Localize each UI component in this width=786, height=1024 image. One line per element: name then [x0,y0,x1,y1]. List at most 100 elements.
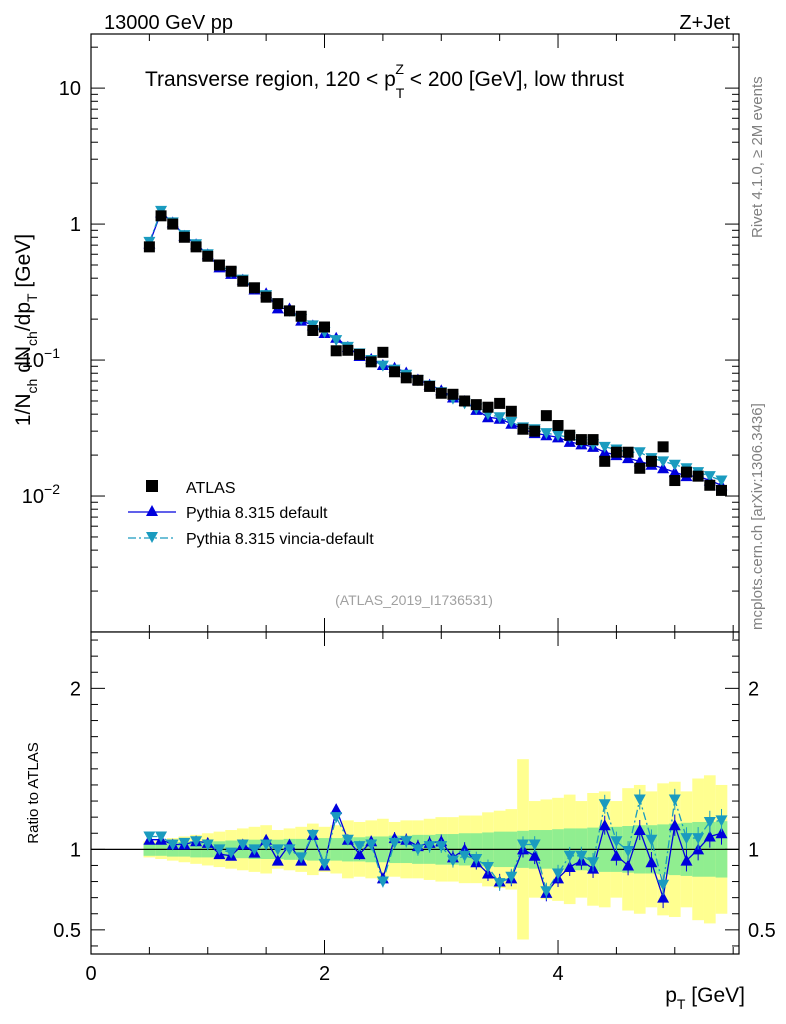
title-post: < 200 [GeV], low thrust [404,68,624,91]
ratio-y-tick-label-right: 1 [748,839,759,861]
y-tick-exponent: −1 [44,345,60,361]
ratio-vincia-point [225,847,238,859]
ratio-vincia-point [283,844,296,856]
main-series-layer [143,205,728,496]
x-tick-label: 0 [85,963,96,985]
ratio-vincia-point [517,839,529,851]
vincia-point [505,417,518,429]
atlas-point [505,405,517,417]
atlas-point [213,259,225,271]
atlas-point [494,397,506,409]
ratio-default-point [703,830,716,842]
vincia-point [633,447,646,459]
ratio-default-point [271,854,284,866]
atlas-point [634,462,646,474]
title-sub: T [396,85,405,101]
atlas-point [389,366,401,378]
ratio-vincia-point [376,876,389,888]
ratio-vincia-point [552,868,565,880]
vincia-point [493,412,506,424]
atlas-point [167,218,179,230]
ylabel-b: dN [12,346,35,379]
atlas-point [715,484,727,496]
ratio-vincia-point [260,839,273,851]
ratio-vincia-point [575,850,588,862]
ratio-y-axis-label: Ratio to ATLAS [25,742,42,843]
legend-atlas-marker [146,480,158,492]
atlas-point [248,282,260,294]
mcplots-label: mcplots.cern.ch [arXiv:1306.3436] [749,403,766,630]
ratio-default-point [563,861,576,873]
atlas-point [599,455,611,467]
atlas-point [295,310,307,322]
ratio-y-tick-label-right: 0.5 [748,920,776,942]
xlabel-a-sub: T [677,996,686,1012]
ratio-default-point [598,819,611,831]
legend-atlas-label: ATLAS [186,480,236,497]
rivet-version-label: Rivet 4.1.0, ≥ 2M events [749,76,766,238]
legend-vincia-marker [146,532,158,543]
ratio-default-point [330,803,343,815]
ratio-vincia-point [668,794,681,806]
atlas-point [447,388,459,400]
ylabel-b-sub: ch [24,331,40,346]
process-label: Z+Jet [679,12,730,34]
ratio-vincia-point [190,836,203,848]
atlas-point [155,210,167,222]
vincia-point [330,335,343,347]
ratio-vincia-point [680,833,693,845]
atlas-point [657,441,669,453]
ratio-vincia-point [213,844,226,856]
ratio-vincia-point [493,878,506,890]
plot-title: Transverse region, 120 < pTZ < 200 [GeV]… [145,61,624,101]
analysis-watermark: (ATLAS_2019_I1736531) [335,592,493,608]
ratio-vincia-point [703,816,716,828]
ylabel-d: [GeV] [12,234,35,294]
atlas-point [272,298,284,310]
atlas-point [704,479,716,491]
vincia-point [598,441,611,453]
atlas-point [435,387,447,399]
x-tick-label: 2 [319,963,330,985]
atlas-point [377,346,389,358]
atlas-point [330,345,342,357]
atlas-point [459,395,471,407]
ratio-vincia-point [540,886,553,898]
ratio-vincia-point [166,839,179,851]
ratio-vincia-point [633,794,646,806]
atlas-point [517,423,529,435]
atlas-point [529,425,541,437]
ratio-vincia-point [400,836,413,848]
ratio-y-tick-label-left: 2 [70,678,81,700]
ratio-vincia-point [295,852,308,864]
ylabel-c-sub: T [24,293,40,302]
ratio-frame [90,631,740,955]
atlas-point [424,380,436,392]
ratio-default-point [668,819,681,831]
ratio-vincia-point [622,845,635,857]
vincia-point [540,428,553,440]
ratio-vincia-point [470,854,483,866]
ratio-default-point [622,859,635,871]
ratio-vincia-point [248,844,261,856]
ratio-vincia-point [481,862,494,874]
atlas-point [143,241,155,253]
ratio-default-point [528,849,541,861]
vincia-point [376,360,389,372]
atlas-point [342,344,354,356]
title-sup: Z [395,61,404,77]
ratio-vincia-point [458,850,471,862]
vincia-point [668,459,681,471]
ratio-vincia-point [341,834,354,846]
legend: ATLAS Pythia 8.315 default Pythia 8.315 … [128,480,374,548]
atlas-point [622,446,634,458]
ratio-vincia-point [411,844,424,856]
ratio-vincia-point [587,857,600,869]
atlas-point [202,250,214,262]
y-tick-label: 10 [59,78,81,100]
y-tick-label: 1 [70,214,81,236]
ratio-default-point [680,854,693,866]
atlas-point [470,399,482,411]
ratio-vincia-point [143,831,156,843]
